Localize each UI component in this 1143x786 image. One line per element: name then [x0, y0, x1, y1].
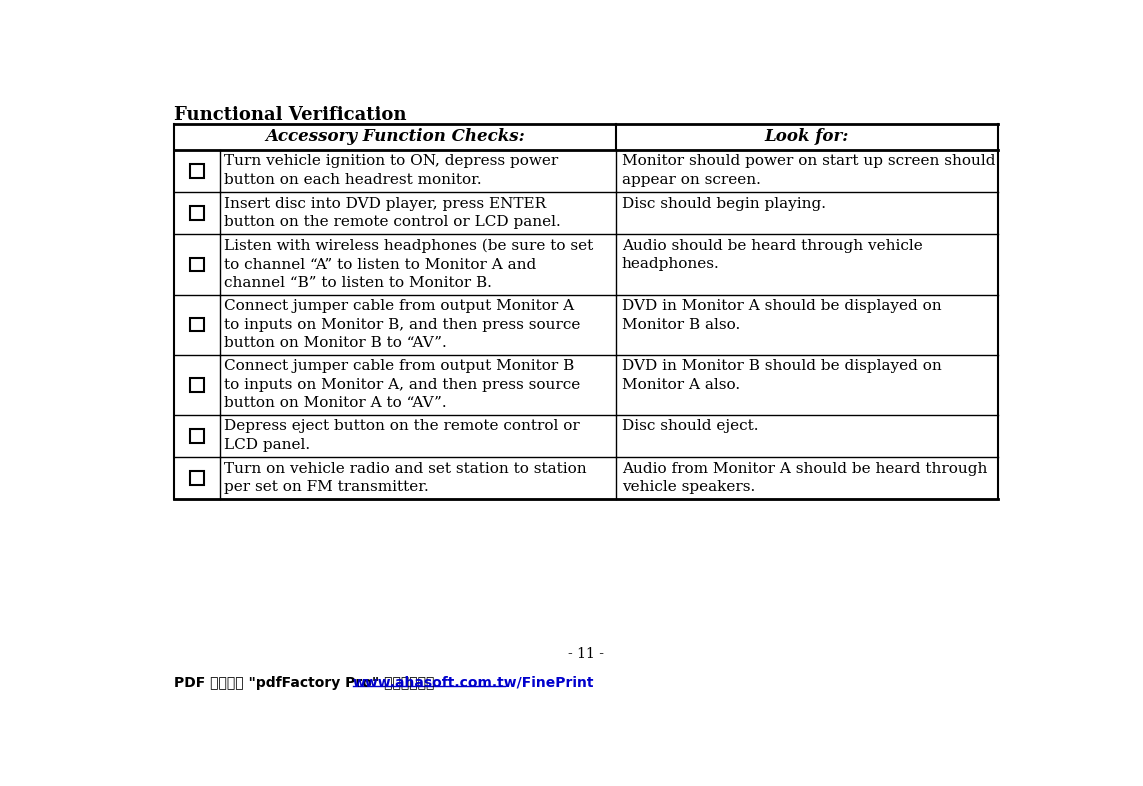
Text: Connect jumper cable from output Monitor A
to inputs on Monitor B, and then pres: Connect jumper cable from output Monitor… [224, 299, 581, 350]
Text: Turn on vehicle radio and set station to station
per set on FM transmitter.: Turn on vehicle radio and set station to… [224, 461, 586, 494]
Text: Turn vehicle ignition to ON, depress power
button on each headrest monitor.: Turn vehicle ignition to ON, depress pow… [224, 154, 559, 187]
Text: Listen with wireless headphones (be sure to set
to channel “A” to listen to Moni: Listen with wireless headphones (be sure… [224, 239, 593, 290]
Bar [190, 429, 205, 443]
Bar [190, 207, 205, 220]
Text: Disc should begin playing.: Disc should begin playing. [622, 196, 826, 211]
Text: Depress eject button on the remote control or
LCD panel.: Depress eject button on the remote contr… [224, 419, 580, 452]
Text: PDF 檔案使用 "pdfFactory Pro" 試用版本建立: PDF 檔案使用 "pdfFactory Pro" 試用版本建立 [174, 676, 439, 689]
Text: DVD in Monitor B should be displayed on
Monitor A also.: DVD in Monitor B should be displayed on … [622, 359, 942, 391]
Text: Accessory Function Checks:: Accessory Function Checks: [265, 128, 525, 145]
Text: Functional Verification: Functional Verification [174, 106, 407, 124]
Bar [190, 258, 205, 271]
Text: - 11 -: - 11 - [568, 647, 604, 661]
Text: Look for:: Look for: [765, 128, 849, 145]
Text: Monitor should power on start up screen should
appear on screen.: Monitor should power on start up screen … [622, 154, 996, 187]
Text: Disc should eject.: Disc should eject. [622, 419, 758, 433]
Text: www.ahasoft.com.tw/FinePrint: www.ahasoft.com.tw/FinePrint [353, 676, 594, 689]
Bar [190, 164, 205, 178]
Text: Audio from Monitor A should be heard through
vehicle speakers.: Audio from Monitor A should be heard thr… [622, 461, 988, 494]
Bar [190, 472, 205, 485]
Text: Audio should be heard through vehicle
headphones.: Audio should be heard through vehicle he… [622, 239, 922, 271]
Bar [190, 318, 205, 332]
Text: DVD in Monitor A should be displayed on
Monitor B also.: DVD in Monitor A should be displayed on … [622, 299, 942, 332]
Text: Insert disc into DVD player, press ENTER
button on the remote control or LCD pan: Insert disc into DVD player, press ENTER… [224, 196, 561, 230]
Bar [190, 378, 205, 391]
Text: Connect jumper cable from output Monitor B
to inputs on Monitor A, and then pres: Connect jumper cable from output Monitor… [224, 359, 581, 410]
